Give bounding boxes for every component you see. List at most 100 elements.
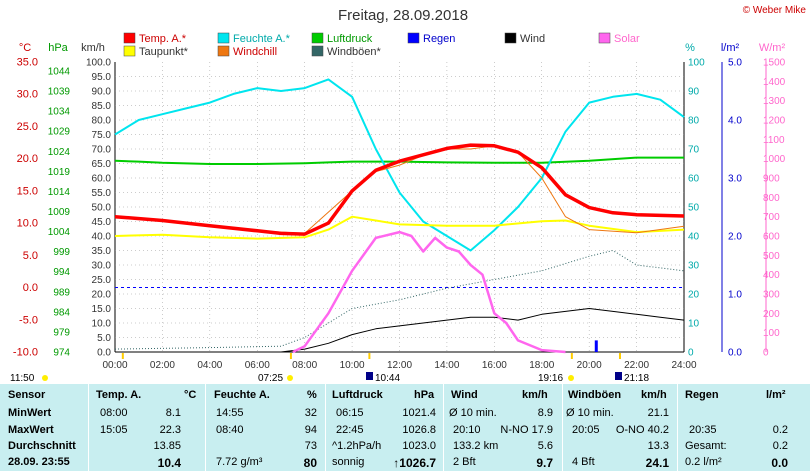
cell: Ø 10 min. <box>449 407 497 419</box>
tick-label-x: 16:00 <box>482 360 507 371</box>
series-line-wind <box>115 308 685 353</box>
tick-label-solar: 0 <box>763 348 769 359</box>
tick-label-temp: 5.0 <box>23 250 38 262</box>
cell: 22:45 <box>336 424 364 436</box>
weather-chart: Freitag, 28.09.2018 © Weber Mike Temp. A.*… <box>10 5 806 384</box>
tick-label-wind: 85.0 <box>92 101 112 112</box>
cell: ↑1026.7 <box>393 456 436 470</box>
cell: 14:55 <box>216 407 244 419</box>
tick-label-solar: 1200 <box>763 116 786 127</box>
tick-label-x: 02:00 <box>150 360 175 371</box>
event-marker <box>289 353 292 359</box>
tick-label-hum: 0 <box>688 348 694 359</box>
axis-title-temp: °C <box>19 42 31 54</box>
tick-label-x: 14:00 <box>434 360 459 371</box>
tick-label-temp: 20.0 <box>17 153 38 165</box>
tick-label-hum: 50 <box>688 203 700 214</box>
header-wind-unit: km/h <box>522 389 548 401</box>
tick-label-press: 1014 <box>48 187 71 198</box>
series-line-tempa <box>114 143 685 236</box>
legend-swatch <box>217 32 230 44</box>
cell: N-NO 17.9 <box>500 424 553 436</box>
now-time-label: 11:50 <box>10 373 35 384</box>
tick-label-wind: 10.0 <box>92 319 112 330</box>
cell: 8.1 <box>165 407 181 419</box>
tick-label-hum: 60 <box>688 174 700 185</box>
cell: 06:15 <box>336 407 364 419</box>
tick-label-x: 04:00 <box>197 360 222 371</box>
tick-label-temp: 0.0 <box>23 282 38 294</box>
tick-label-wind: 50.0 <box>92 203 112 214</box>
tick-label-x: 08:00 <box>292 360 317 371</box>
rain-bar <box>594 340 598 352</box>
cell: Ø 10 min. <box>566 407 614 419</box>
tick-label-temp: 25.0 <box>17 121 38 133</box>
moonset-label: 10:44 <box>375 373 400 384</box>
legend-label: Solar <box>614 33 640 45</box>
tick-label-x: 18:00 <box>529 360 554 371</box>
cell: 13.3 <box>647 440 669 452</box>
tick-label-wind: 20.0 <box>92 290 112 301</box>
tick-label-press: 999 <box>53 247 70 258</box>
cell: 73 <box>304 440 317 452</box>
cell: 133.2 km <box>453 440 499 452</box>
tick-label-hum: 100 <box>688 58 705 69</box>
legend-label: Wind <box>520 33 545 45</box>
tick-label-wind: 35.0 <box>92 246 112 257</box>
tick-label-temp: -10.0 <box>13 347 38 359</box>
cell: sonnig <box>332 456 365 468</box>
header-rain-unit: l/m² <box>766 389 786 401</box>
tick-label-wind: 55.0 <box>92 188 112 199</box>
series-line-solar <box>292 230 566 354</box>
tick-label-hum: 80 <box>688 116 700 127</box>
cell: 21.1 <box>647 407 669 419</box>
cell: 8.9 <box>537 407 553 419</box>
header-gust-unit: km/h <box>641 389 667 401</box>
tick-label-wind: 5.0 <box>97 333 111 344</box>
series-line-luftdruck <box>114 156 684 165</box>
tick-label-x: 00:00 <box>102 360 127 371</box>
chart-title: Freitag, 28.09.2018 <box>338 7 468 24</box>
header-wind: Wind <box>451 389 478 401</box>
tick-label-hum: 20 <box>688 290 700 301</box>
cell: 10.4 <box>157 456 181 470</box>
legend-label: Windchill <box>233 46 277 58</box>
event-marker <box>618 353 621 359</box>
tick-label-solar: 100 <box>763 328 780 339</box>
tick-label-hum: 90 <box>688 87 700 98</box>
tick-label-solar: 1400 <box>763 77 786 88</box>
legend-swatch <box>123 45 136 57</box>
tick-label-rain: 1.0 <box>728 290 742 301</box>
header-press-unit: hPa <box>414 389 435 401</box>
tick-label-press: 1024 <box>48 147 71 158</box>
cell: 2 Bft <box>453 456 476 468</box>
axis-title-solar: W/m² <box>759 42 786 54</box>
cell: 20:10 <box>453 424 481 436</box>
tick-label-solar: 800 <box>763 193 780 204</box>
series-line-windchill <box>114 145 685 234</box>
tick-label-press: 979 <box>53 327 70 338</box>
tick-label-wind: 90.0 <box>92 87 112 98</box>
cell: 0.2 <box>772 440 788 452</box>
sunrise-icon <box>287 375 293 381</box>
axis-title-rain: l/m² <box>721 42 740 54</box>
tick-label-x: 20:00 <box>577 360 602 371</box>
cell: 13.85 <box>153 440 181 452</box>
tick-label-x: 10:00 <box>340 360 365 371</box>
cell: 20:35 <box>689 424 717 436</box>
header-sensor: Sensor <box>8 389 46 401</box>
axis-title-press: hPa <box>48 42 68 54</box>
tick-label-press: 1004 <box>48 227 71 238</box>
cell: 80 <box>303 456 317 470</box>
cell: 20:05 <box>572 424 600 436</box>
tick-label-solar: 1300 <box>763 96 786 107</box>
legend-label: Windböen* <box>327 46 382 58</box>
event-marker <box>121 353 124 359</box>
sunset-icon <box>568 375 574 381</box>
event-marker <box>368 353 371 359</box>
legend-swatch <box>217 45 230 57</box>
header-rain: Regen <box>685 389 719 401</box>
header-press: Luftdruck <box>332 389 383 401</box>
tick-label-press: 1039 <box>48 87 71 98</box>
tick-label-wind: 40.0 <box>92 232 112 243</box>
